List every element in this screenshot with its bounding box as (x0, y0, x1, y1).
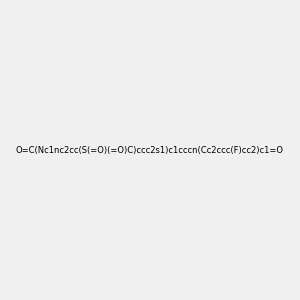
Text: O=C(Nc1nc2cc(S(=O)(=O)C)ccc2s1)c1cccn(Cc2ccc(F)cc2)c1=O: O=C(Nc1nc2cc(S(=O)(=O)C)ccc2s1)c1cccn(Cc… (16, 146, 284, 154)
